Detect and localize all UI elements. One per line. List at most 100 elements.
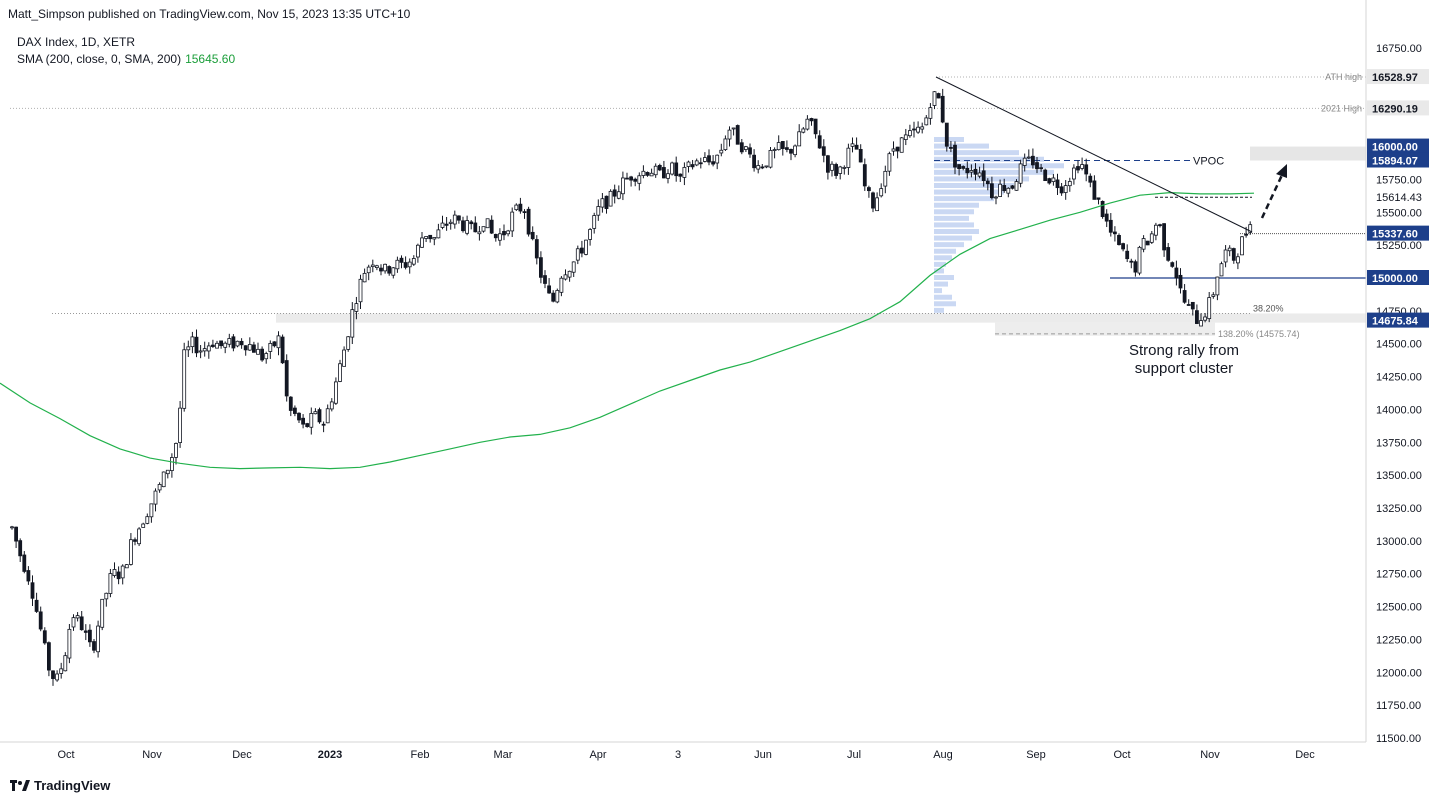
- candle-up: [772, 149, 777, 151]
- candle-down: [985, 180, 990, 185]
- candle-down: [1092, 180, 1097, 200]
- indicator-legend[interactable]: SMA (200, close, 0, SMA, 200) 15645.60: [17, 52, 235, 66]
- candle-up: [977, 172, 982, 177]
- volume-bar: [934, 202, 979, 208]
- price-box: [1367, 225, 1429, 241]
- candle-down: [547, 285, 551, 294]
- candle-up: [63, 655, 68, 672]
- candle-down: [1104, 213, 1109, 222]
- candle-up: [797, 131, 802, 147]
- candle-up: [756, 165, 761, 170]
- candle-down: [26, 570, 31, 582]
- candle-down: [399, 257, 404, 263]
- candle-up: [1018, 163, 1023, 184]
- candle-up: [96, 625, 100, 653]
- y-tick-label: 11500.00: [1376, 733, 1421, 745]
- symbol-legend[interactable]: DAX Index, 1D, XETR: [17, 35, 136, 49]
- candle-down: [30, 582, 35, 599]
- candle-down: [469, 221, 474, 225]
- volume-bar: [934, 281, 948, 287]
- volume-bar: [934, 301, 956, 307]
- candle-up: [366, 266, 371, 274]
- volume-bar: [934, 137, 964, 142]
- candle-up: [198, 350, 203, 353]
- candle-down: [817, 135, 822, 149]
- candle-up: [420, 237, 424, 248]
- y-tick-label: 16750.00: [1376, 43, 1422, 55]
- candle-up: [407, 261, 412, 268]
- candle-up: [838, 166, 843, 174]
- candle-up: [793, 145, 797, 156]
- candle-down: [530, 231, 535, 240]
- candle-down: [47, 642, 51, 671]
- x-tick-label: Apr: [589, 749, 606, 761]
- candle-down: [38, 611, 43, 630]
- trend-line[interactable]: [935, 76, 1253, 233]
- candle-up: [448, 221, 453, 224]
- candle-down: [1100, 200, 1105, 217]
- x-tick-label: Oct: [57, 749, 74, 761]
- candle-down: [428, 234, 433, 240]
- volume-bar: [934, 235, 972, 241]
- candle-down: [1174, 267, 1179, 279]
- candle-up: [354, 303, 359, 312]
- candle-down: [1084, 164, 1089, 175]
- volume-bar: [934, 189, 1004, 195]
- price-box-label: 15894.07: [1372, 155, 1418, 167]
- tradingview-logo-text: TradingView: [34, 778, 111, 793]
- candle-up: [887, 153, 892, 172]
- candle-up: [1223, 249, 1228, 263]
- candle-up: [932, 91, 937, 106]
- y-tick-label: 13000.00: [1376, 536, 1422, 548]
- candle-up: [514, 204, 519, 211]
- candle-down: [51, 670, 55, 679]
- candle-up: [883, 170, 888, 187]
- candle-down: [809, 118, 814, 122]
- candle-down: [1133, 261, 1138, 273]
- candle-up: [362, 272, 367, 283]
- candle-down: [1043, 169, 1048, 182]
- candle-down: [92, 641, 96, 651]
- candle-down: [780, 141, 785, 149]
- candle-down: [83, 630, 88, 633]
- candle-up: [10, 526, 14, 529]
- volume-bar: [934, 143, 989, 149]
- candle-down: [1121, 243, 1125, 250]
- candle-up: [600, 198, 605, 208]
- candle-up: [727, 129, 732, 140]
- candle-down: [34, 599, 39, 612]
- candle-up: [276, 335, 281, 349]
- candle-up: [510, 211, 515, 232]
- candle-up: [124, 564, 129, 569]
- volume-bar: [934, 169, 1054, 175]
- candle-up: [1248, 224, 1253, 233]
- candle-down: [739, 142, 744, 153]
- candle-down: [981, 170, 986, 181]
- candle-up: [100, 598, 105, 628]
- candle-up: [616, 191, 621, 199]
- vpoc-label: VPOC: [1193, 156, 1224, 168]
- candle-up: [571, 261, 576, 273]
- candle-up: [1063, 185, 1068, 193]
- candle-up: [75, 615, 80, 619]
- candle-up: [1080, 164, 1084, 169]
- candle-up: [686, 161, 691, 167]
- target-zone: [1250, 146, 1366, 161]
- price-box-label: 16528.97: [1372, 72, 1418, 84]
- candle-down: [133, 539, 137, 542]
- candle-up: [67, 628, 72, 659]
- candle-down: [379, 267, 383, 272]
- candle-up: [1072, 167, 1076, 180]
- y-tick-label: 14500.00: [1376, 339, 1422, 351]
- candle-up: [59, 668, 64, 674]
- candle-up: [485, 218, 490, 229]
- volume-bar: [934, 183, 1014, 188]
- volume-bar: [934, 215, 969, 221]
- candle-down: [760, 166, 765, 169]
- candle-up: [149, 503, 154, 518]
- candle-up: [920, 126, 925, 130]
- tradingview-logo[interactable]: TradingView: [10, 778, 110, 793]
- candle-up: [994, 196, 998, 199]
- candle-up: [891, 148, 896, 152]
